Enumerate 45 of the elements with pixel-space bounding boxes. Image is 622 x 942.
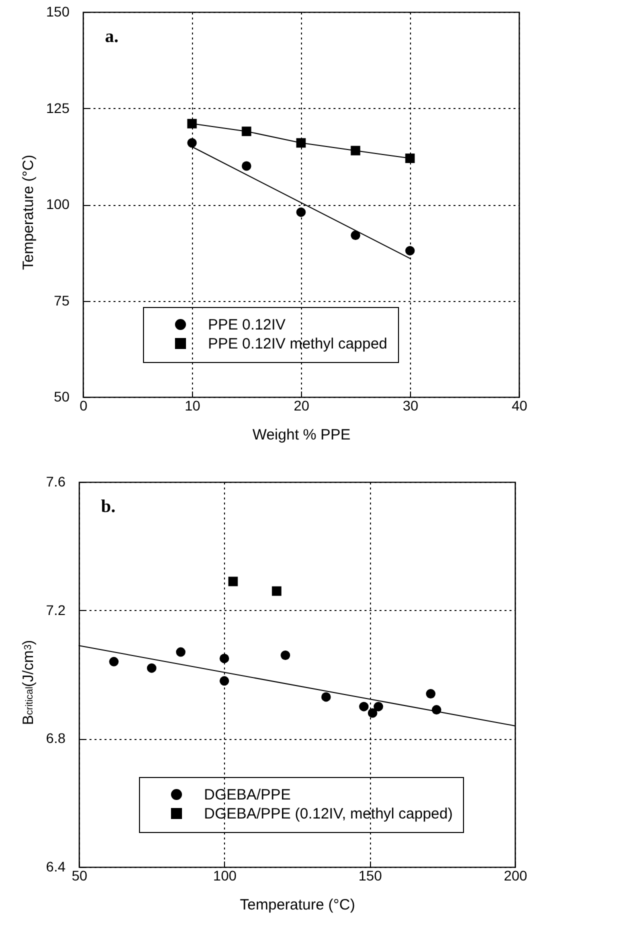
point (368, 708, 378, 718)
point (187, 138, 197, 148)
x-tick-label: 20 (294, 398, 310, 414)
x-tick-label: 30 (402, 398, 418, 414)
x-tick-label: 40 (512, 398, 528, 414)
point (405, 246, 415, 256)
point (220, 676, 230, 686)
y-tick-label: 100 (46, 196, 70, 212)
x-axis-title: Weight % PPE (252, 426, 351, 444)
x-axis-title: Temperature (°C) (240, 896, 356, 914)
point (242, 161, 252, 171)
y-tick-label: 6.4 (46, 858, 66, 874)
x-tick-label: 10 (184, 398, 200, 414)
point (176, 647, 186, 657)
point (109, 656, 119, 666)
legend-label: PPE 0.12IV methyl capped (208, 336, 388, 352)
annotation: a. (105, 26, 118, 46)
point (359, 702, 369, 712)
point (350, 230, 360, 240)
x-tick-label: 0 (80, 398, 88, 414)
point (280, 650, 290, 660)
point (220, 654, 230, 664)
y-axis-title: Temperature (°C) (20, 154, 37, 272)
point (272, 586, 282, 596)
x-tick-label: 50 (72, 868, 88, 884)
y-tick-label: 7.2 (46, 602, 66, 618)
x-tick-label: 100 (213, 868, 237, 884)
point (374, 702, 384, 712)
x-tick-label: 200 (504, 868, 528, 884)
y-tick-label: 6.8 (46, 730, 66, 746)
legend-label: DGEBA/PPE (0.12IV, methyl capped) (204, 806, 453, 822)
y-tick-label: 150 (46, 4, 70, 20)
x-tick-label: 150 (358, 868, 382, 884)
point (426, 689, 436, 698)
y-tick-label: 7.6 (46, 474, 66, 490)
legend-label: PPE 0.12IV (208, 316, 286, 334)
annotation: b. (101, 496, 116, 516)
y-tick-label: 125 (46, 100, 70, 116)
point (228, 576, 238, 586)
point (321, 692, 331, 702)
y-tick-label: 75 (54, 292, 70, 308)
point (405, 154, 415, 164)
legend-label: DGEBA/PPE (204, 786, 291, 804)
point (146, 663, 156, 673)
point (296, 207, 306, 217)
